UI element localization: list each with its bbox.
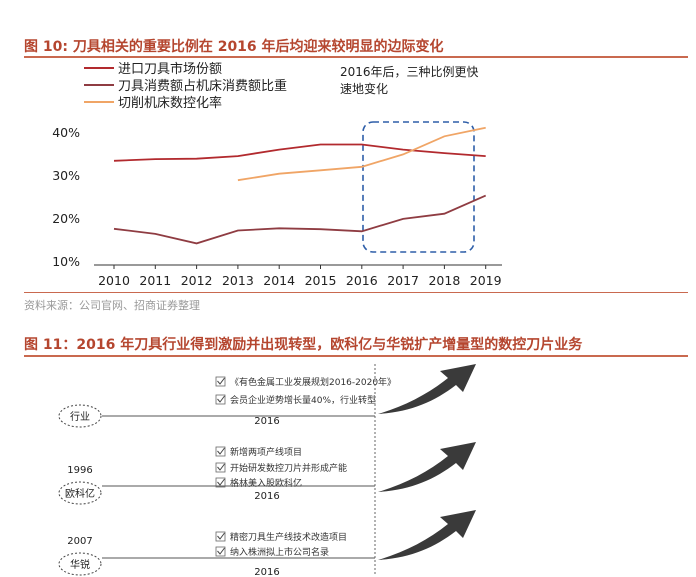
checkmark-icon <box>217 532 225 540</box>
series-layer <box>113 126 487 245</box>
check-icon <box>215 376 226 387</box>
x-tick-label: 2010 <box>98 273 130 288</box>
x-tick-label: 2017 <box>387 273 419 288</box>
source-note: 资料来源：公司官网、招商证券整理 <box>24 299 200 312</box>
check-icon <box>215 462 226 473</box>
entity-label: 华锐 <box>70 558 90 571</box>
founding-year: 2007 <box>67 536 92 547</box>
check-icon <box>215 446 226 457</box>
checkmark-icon <box>217 463 225 471</box>
annotation-line: 2016年后，三种比例更快 <box>340 65 479 79</box>
timeline-diagram: 行业 《有色金属工业发展规划2016-2020年》会员企业逆势增长量40%，行业转… <box>58 364 476 577</box>
figure10-title-rule <box>24 56 688 58</box>
source-rule <box>24 292 688 293</box>
entity-oval <box>58 404 102 428</box>
figure11-title: 图 11：2016 年刀具行业得到激励并出现转型，欧科亿与华锐扩产增量型的数控刀… <box>24 337 583 353</box>
check-icon <box>215 477 226 488</box>
milestone-text: 开始研发数控刀片并形成产能 <box>230 462 347 474</box>
check-icon <box>215 394 226 405</box>
milestone-text: 纳入株洲拟上市公司名录 <box>230 546 329 558</box>
entity-label: 欧科亿 <box>65 487 95 500</box>
milestone-year: 2016 <box>254 491 279 502</box>
legend-label: 刀具消费额占机床消费额比重 <box>118 78 287 94</box>
x-tick-label: 2012 <box>181 273 213 288</box>
figure11-title-rule <box>24 355 688 357</box>
x-tick-label: 2013 <box>222 273 254 288</box>
milestone-text: 精密刀具生产线技术改造项目 <box>230 531 347 543</box>
highlight-box <box>362 121 475 253</box>
x-tick-label: 2015 <box>305 273 337 288</box>
y-tick-label: 40% <box>52 125 80 140</box>
checkmark-icon <box>217 478 225 486</box>
series-line <box>113 194 487 245</box>
checkmark-icon <box>217 395 225 403</box>
checkmark-icon <box>217 547 225 555</box>
y-tick-label: 30% <box>52 168 80 183</box>
entity-oval <box>58 481 102 505</box>
y-axis: 40% 30% 20% 10% <box>52 125 80 269</box>
entity-label: 行业 <box>70 410 90 423</box>
series-line <box>113 143 486 162</box>
figure10-title: 图 10: 刀具相关的重要比例在 2016 年后均迎来较明显的边际变化 <box>24 39 444 55</box>
checkmark-icon <box>217 377 225 385</box>
growth-arrow-icon <box>378 510 476 560</box>
series-line <box>237 126 486 182</box>
milestone-text: 新增两项产线项目 <box>230 446 302 458</box>
x-tick-label: 2011 <box>139 273 171 288</box>
check-icon <box>215 546 226 557</box>
growth-arrow-icon <box>378 442 476 492</box>
annotation-line: 速地变化 <box>340 81 388 96</box>
milestone-text: 会员企业逆势增长量40%，行业转型 <box>230 394 376 406</box>
milestone-year: 2016 <box>254 416 279 427</box>
growth-arrow-icon <box>378 364 476 414</box>
legend-label: 进口刀具市场份额 <box>118 61 222 77</box>
checkmark-icon <box>217 447 225 455</box>
entity-oval <box>58 552 102 576</box>
x-tick-label: 2018 <box>428 273 460 288</box>
x-tick-label: 2019 <box>470 273 502 288</box>
x-axis: 2010 2011 2012 2013 2014 2015 2016 2017 2018 2019 <box>98 265 502 288</box>
check-icon <box>215 531 226 542</box>
legend-label: 切削机床数控化率 <box>118 95 222 111</box>
x-tick-label: 2016 <box>346 273 378 288</box>
founding-year: 1996 <box>67 465 92 476</box>
y-tick-label: 20% <box>52 211 80 226</box>
x-tick-label: 2014 <box>263 273 295 288</box>
milestone-text: 《有色金属工业发展规划2016-2020年》 <box>230 376 396 388</box>
milestone-year: 2016 <box>254 567 279 577</box>
y-tick-label: 10% <box>52 254 80 269</box>
milestone-text: 格林美入股欧科亿 <box>230 477 302 489</box>
